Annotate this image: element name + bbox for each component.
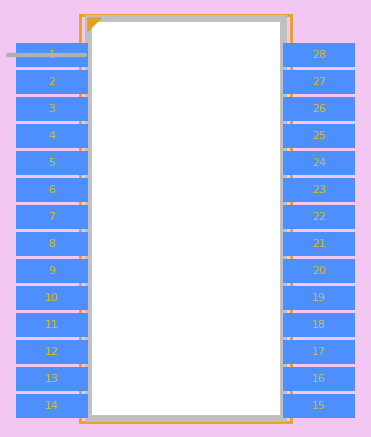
Text: 6: 6	[49, 185, 56, 195]
Bar	[283, 286, 355, 310]
Bar	[16, 286, 88, 310]
Bar	[283, 259, 355, 283]
Text: 24: 24	[312, 158, 326, 168]
Bar	[283, 151, 355, 175]
Text: 22: 22	[312, 212, 326, 222]
Text: 12: 12	[45, 347, 59, 357]
Bar	[283, 124, 355, 148]
Text: 20: 20	[312, 266, 326, 276]
Text: 7: 7	[49, 212, 56, 222]
Text: 5: 5	[49, 158, 56, 168]
Text: 15: 15	[312, 401, 326, 411]
Bar	[283, 367, 355, 391]
Bar	[16, 205, 88, 229]
Text: 18: 18	[312, 320, 326, 330]
Bar	[16, 43, 88, 67]
Bar	[16, 97, 88, 121]
Text: 25: 25	[312, 131, 326, 141]
Bar	[16, 259, 88, 283]
Text: 2: 2	[49, 77, 56, 87]
Bar	[16, 394, 88, 418]
Text: 8: 8	[49, 239, 56, 249]
Bar	[80, 15, 291, 422]
Bar	[283, 394, 355, 418]
Bar	[88, 18, 283, 418]
Bar	[16, 124, 88, 148]
Text: 16: 16	[312, 374, 326, 384]
Bar	[283, 178, 355, 202]
Bar	[16, 313, 88, 337]
Bar	[283, 313, 355, 337]
Polygon shape	[88, 18, 101, 31]
Bar	[16, 367, 88, 391]
Text: 17: 17	[312, 347, 326, 357]
Text: 11: 11	[45, 320, 59, 330]
Text: 19: 19	[312, 293, 326, 303]
Text: 14: 14	[45, 401, 59, 411]
Text: 3: 3	[49, 104, 56, 114]
Text: 23: 23	[312, 185, 326, 195]
Bar	[16, 340, 88, 364]
Text: 28: 28	[312, 50, 326, 60]
Text: 10: 10	[45, 293, 59, 303]
Text: 27: 27	[312, 77, 326, 87]
Bar	[283, 340, 355, 364]
Bar	[283, 232, 355, 256]
Bar	[16, 232, 88, 256]
Bar	[283, 97, 355, 121]
Bar	[16, 70, 88, 94]
Bar	[283, 205, 355, 229]
Text: 9: 9	[49, 266, 56, 276]
Text: 26: 26	[312, 104, 326, 114]
Text: 13: 13	[45, 374, 59, 384]
Text: 4: 4	[49, 131, 56, 141]
Bar	[283, 43, 355, 67]
Bar	[16, 151, 88, 175]
Bar	[283, 70, 355, 94]
Text: 21: 21	[312, 239, 326, 249]
Bar	[16, 178, 88, 202]
Text: 1: 1	[49, 50, 56, 60]
